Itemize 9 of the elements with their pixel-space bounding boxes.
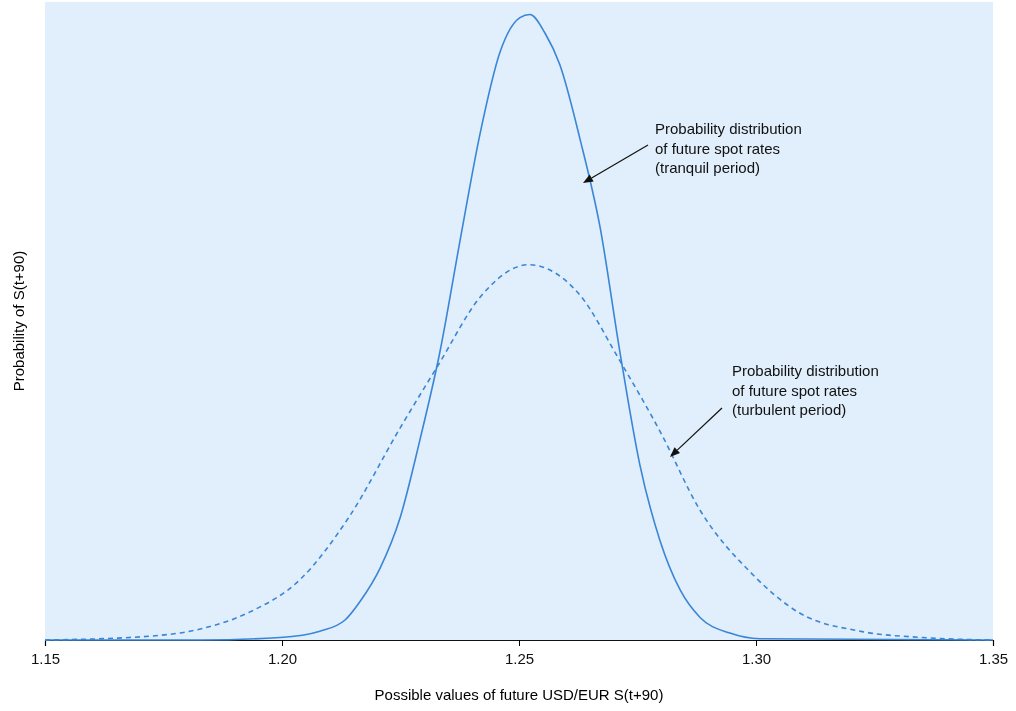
y-axis-title: Probability of S(t+90) xyxy=(10,250,27,392)
x-tick-label: 1.35 xyxy=(978,650,1009,667)
annotation: Probability distribution of future spot rates (turbulent period) xyxy=(732,362,879,418)
x-tick-label: 1.20 xyxy=(267,650,298,667)
x-tick-label: 1.30 xyxy=(741,650,772,667)
x-axis-title: Possible values of future USD/EUR S(t+90) xyxy=(374,686,664,703)
annotation: Probability distribution of future spot rates (tranquil period) xyxy=(655,120,802,176)
x-tick-label: 1.15 xyxy=(30,650,61,667)
x-tick-label: 1.25 xyxy=(504,650,535,667)
